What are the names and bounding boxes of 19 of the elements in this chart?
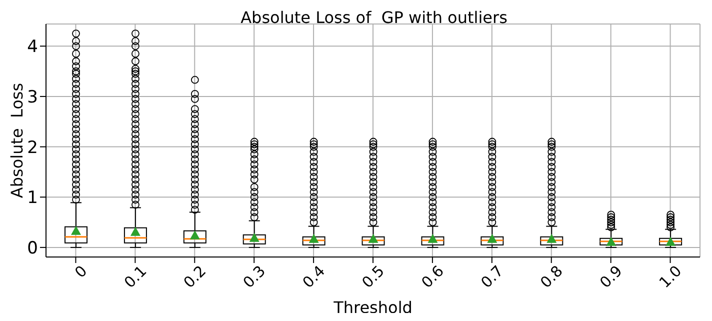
x-tick-label: 0.7 — [477, 262, 507, 292]
y-tick-label: 3 — [27, 88, 38, 108]
x-axis-title: Threshold — [332, 298, 412, 317]
x-tick-label: 0.3 — [239, 262, 270, 292]
x-tick-label: 0 — [71, 262, 91, 282]
chart-title: Absolute Loss of GP with outliers — [240, 8, 508, 27]
y-tick-label: 4 — [27, 37, 38, 58]
x-tick-label: 0.9 — [596, 262, 626, 292]
x-tick-label: 1.0 — [656, 262, 686, 292]
y-axis-title: Absolute Loss — [7, 82, 26, 198]
x-tick-label: 0.6 — [418, 262, 448, 292]
x-tick-label: 0.4 — [298, 262, 329, 292]
x-tick-label: 0.1 — [120, 262, 150, 292]
x-tick-label: 0.8 — [536, 262, 566, 292]
x-tick-label: 0.2 — [180, 262, 210, 292]
x-tick-label: 0.5 — [358, 262, 388, 292]
y-tick-label: 0 — [27, 238, 38, 258]
y-tick-label: 1 — [27, 188, 38, 208]
y-tick-label: 2 — [27, 138, 38, 158]
